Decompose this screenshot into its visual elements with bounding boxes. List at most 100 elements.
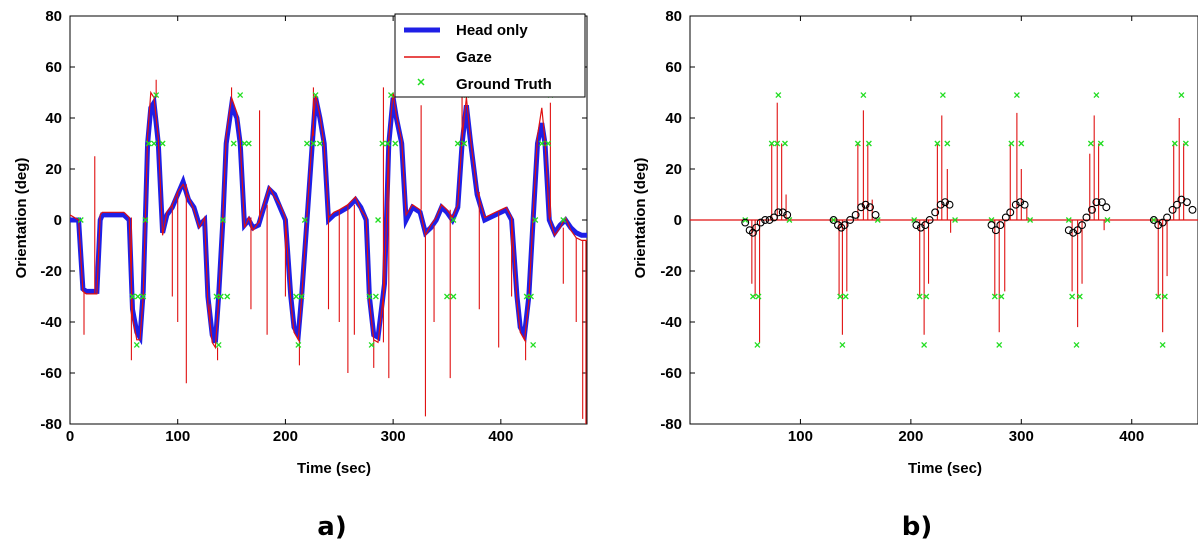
chart-b-xlabel: Time (sec) <box>908 460 982 477</box>
estimate-point <box>846 216 855 224</box>
ground-truth-point <box>921 341 928 348</box>
chart-b-ytick-label: 60 <box>665 59 682 76</box>
estimate-point <box>925 216 934 224</box>
estimate-point <box>1078 221 1086 230</box>
chart-a-ytick-label: 60 <box>45 59 62 76</box>
ground-truth-point <box>312 92 319 99</box>
estimate-point <box>936 200 945 209</box>
ground-truth-point <box>461 140 468 147</box>
ground-truth-point <box>217 293 224 300</box>
ground-truth-point <box>923 293 930 300</box>
estimate-point <box>1006 208 1015 217</box>
ground-truth-point <box>295 341 302 348</box>
ground-truth-point <box>1155 293 1162 300</box>
estimate-point <box>1102 203 1111 212</box>
estimate-point <box>1016 198 1025 207</box>
ground-truth-point <box>444 293 450 300</box>
ground-truth-point <box>303 140 310 147</box>
chart-a-xtick-label: 100 <box>165 428 190 445</box>
ground-truth-point <box>1093 92 1100 99</box>
ground-truth-point <box>379 140 386 147</box>
estimate-point <box>1188 205 1197 214</box>
estimate-point <box>941 198 950 207</box>
ground-truth-point <box>1027 217 1034 223</box>
ground-truth-point <box>755 293 762 300</box>
ground-truth-point <box>1171 140 1178 147</box>
ground-truth-point <box>839 341 846 348</box>
ground-truth-point <box>523 293 530 300</box>
estimate-point <box>871 210 880 219</box>
estimate-point <box>916 223 925 232</box>
estimate-point <box>840 221 849 230</box>
chart-b-ytick-label: -80 <box>660 416 682 433</box>
chart-a-tick-labels: -80 -60 -40 -20 0 20 40 60 80 0 100 200 300 400 <box>40 8 513 445</box>
chart-b-tick-labels: -80 -60 -40 -20 0 20 40 60 80 100 200 300 400 <box>660 8 1144 445</box>
ground-truth-point <box>774 140 781 147</box>
ground-truth-point <box>934 140 941 147</box>
chart-b-ytick-label: 0 <box>674 212 682 229</box>
ground-truth-point <box>952 217 959 223</box>
legend-truth-swatch <box>417 78 425 86</box>
legend-truth-label: Ground Truth <box>456 76 552 93</box>
chart-a: -80 -60 -40 -20 0 20 40 60 80 0 100 200 300 400 Time … <box>13 8 588 542</box>
estimate-point <box>857 203 866 212</box>
ground-truth-point <box>560 217 567 223</box>
estimate-point <box>1088 205 1096 214</box>
estimate-point <box>769 213 778 222</box>
ground-truth-point <box>153 92 160 99</box>
series-gaze-line <box>70 90 587 350</box>
estimate-point <box>1020 200 1029 209</box>
chart-a-xtick-label: 0 <box>66 428 74 445</box>
ground-truth-point <box>1069 293 1076 300</box>
ground-truth-point <box>316 140 323 147</box>
ground-truth-point <box>215 341 222 348</box>
ground-truth-point <box>775 92 782 99</box>
ground-truth-point <box>1150 217 1157 223</box>
estimate-point <box>1154 221 1163 230</box>
ground-truth-point <box>1076 293 1083 300</box>
ground-truth-point <box>944 140 951 147</box>
ground-truth-point <box>1182 140 1189 147</box>
chart-b-series-layer <box>690 92 1198 348</box>
chart-b-xtick-label: 100 <box>788 428 813 445</box>
ground-truth-point <box>366 293 373 300</box>
ground-truth-point <box>134 293 141 300</box>
estimate-point <box>987 221 996 230</box>
ground-truth-point <box>140 293 147 300</box>
panel-label-a: a) <box>317 512 346 542</box>
chart-b-ylabel: Orientation (deg) <box>632 158 649 279</box>
estimate-point <box>765 216 774 224</box>
ground-truth-point <box>241 140 248 147</box>
ground-truth-point <box>142 217 149 223</box>
estimate-point <box>778 208 787 217</box>
chart-a-xtick-label: 300 <box>381 428 406 445</box>
ground-truth-point <box>293 293 300 300</box>
ground-truth-point <box>298 293 305 300</box>
ground-truth-point <box>450 217 457 223</box>
chart-a-legend: Head only Gaze Ground Truth <box>394 13 586 98</box>
legend-gaze-label: Gaze <box>456 49 492 66</box>
estimate-point <box>996 221 1005 230</box>
estimate-point <box>866 203 874 212</box>
ground-truth-point <box>245 140 252 147</box>
panel-label-b: b) <box>902 512 933 542</box>
ground-truth-point <box>939 92 946 99</box>
ground-truth-point <box>754 341 761 348</box>
ground-truth-point <box>219 217 226 223</box>
chart-b-xtick-label: 300 <box>1009 428 1034 445</box>
chart-b-ytick-label: 40 <box>665 110 682 127</box>
chart-b-plot-area <box>689 15 1198 425</box>
ground-truth-point <box>368 341 375 348</box>
estimate-point <box>1011 200 1020 209</box>
chart-a-ytick-label: 40 <box>45 110 62 127</box>
ground-truth-point <box>151 140 157 147</box>
ground-truth-point <box>865 140 872 147</box>
estimate-point <box>945 200 954 209</box>
ground-truth-point <box>991 293 998 300</box>
ground-truth-point <box>998 293 1005 300</box>
ground-truth-point <box>860 92 867 99</box>
ground-truth-point <box>532 217 539 223</box>
ground-truth-point <box>372 293 379 300</box>
chart-b: -80 -60 -40 -20 0 20 40 60 80 100 200 300 400 Time (… <box>632 8 1198 542</box>
